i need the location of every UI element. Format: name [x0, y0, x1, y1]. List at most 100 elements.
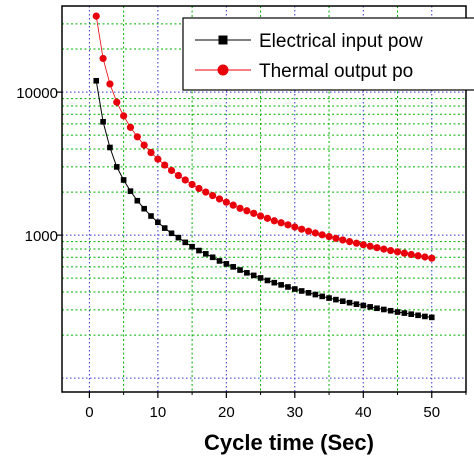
data-point [305, 290, 312, 296]
data-point [134, 197, 141, 204]
data-point [332, 234, 340, 242]
data-point [100, 118, 106, 125]
data-point [209, 254, 216, 261]
data-point [428, 314, 435, 321]
y-tick-label: 1000 [25, 228, 58, 245]
data-point [304, 227, 313, 235]
data-point [367, 304, 373, 310]
data-point [374, 305, 380, 312]
data-point [127, 188, 134, 194]
data-point [230, 264, 236, 270]
data-point [298, 288, 305, 294]
data-point [285, 284, 291, 290]
data-point [381, 306, 387, 313]
data-point [333, 296, 339, 303]
data-point [120, 112, 128, 120]
data-point [222, 198, 230, 206]
data-point [256, 212, 265, 220]
data-point [366, 242, 374, 250]
data-point [236, 204, 244, 212]
data-point [407, 250, 415, 259]
data-point [237, 267, 243, 273]
data-point [250, 209, 258, 217]
data-point [120, 177, 127, 183]
data-point [93, 77, 100, 84]
data-point [311, 229, 319, 237]
data-point [195, 184, 203, 193]
data-point [284, 221, 292, 229]
data-point [229, 201, 237, 209]
data-point [250, 272, 257, 279]
data-point [394, 309, 401, 315]
data-point [400, 249, 408, 257]
data-point [202, 251, 209, 257]
series-1 [93, 77, 435, 321]
series-line [95, 80, 432, 318]
data-point [107, 144, 113, 151]
ticks: 0 10 20 30 40 50 1000 10000 [16, 85, 467, 421]
legend-marker [217, 64, 229, 76]
data-point [92, 12, 100, 20]
data-point [326, 295, 332, 301]
data-point [133, 133, 141, 141]
data-point [148, 213, 154, 219]
data-point [277, 219, 285, 227]
data-point [113, 98, 121, 106]
data-point [408, 311, 415, 317]
data-point [428, 254, 436, 262]
data-point [298, 225, 306, 233]
data-point [339, 298, 346, 305]
data-point [415, 312, 421, 319]
data-point [155, 219, 161, 226]
data-point [387, 246, 395, 255]
data-point [182, 239, 189, 246]
x-tick-label: 50 [423, 404, 440, 421]
legend-label: Electrical input pow [259, 31, 423, 52]
data-point [161, 225, 168, 231]
data-point [291, 223, 299, 231]
data-point [373, 244, 381, 252]
data-point [167, 166, 176, 175]
data-point [243, 207, 251, 215]
data-point [393, 248, 402, 256]
data-point [113, 164, 120, 170]
data-point [421, 253, 429, 261]
x-tick-label: 30 [286, 404, 303, 421]
y-tick-label: 10000 [16, 85, 58, 102]
legend-marker [218, 35, 228, 45]
data-point [264, 277, 271, 284]
data-point [422, 313, 428, 320]
data-point [353, 301, 360, 307]
data-point [414, 252, 422, 260]
data-point [140, 141, 148, 149]
data-point [312, 291, 319, 298]
data-point [263, 214, 272, 222]
data-point [292, 286, 298, 292]
legend-box [182, 17, 474, 91]
plot-frame [61, 5, 467, 393]
data-point [141, 205, 147, 212]
data-point [325, 232, 333, 241]
data-point [278, 282, 284, 288]
data-point [196, 247, 202, 254]
data-point [126, 123, 135, 131]
data-point [174, 171, 183, 180]
series-2 [92, 12, 436, 262]
data-point [154, 155, 162, 163]
legend: Electrical input pow Thermal output po [182, 17, 474, 91]
data-point [387, 307, 394, 314]
legend-item: Electrical input pow [195, 31, 423, 52]
data-point [339, 236, 347, 244]
data-point [147, 148, 155, 157]
data-point [401, 310, 408, 316]
series-layer [92, 12, 436, 321]
data-point [209, 191, 217, 200]
data-point [99, 54, 107, 63]
data-point [257, 275, 264, 281]
x-tick-label: 40 [355, 404, 372, 421]
data-point [215, 195, 224, 203]
data-point [360, 302, 367, 309]
data-point [189, 243, 195, 250]
data-point [352, 239, 361, 247]
data-point [270, 217, 278, 225]
